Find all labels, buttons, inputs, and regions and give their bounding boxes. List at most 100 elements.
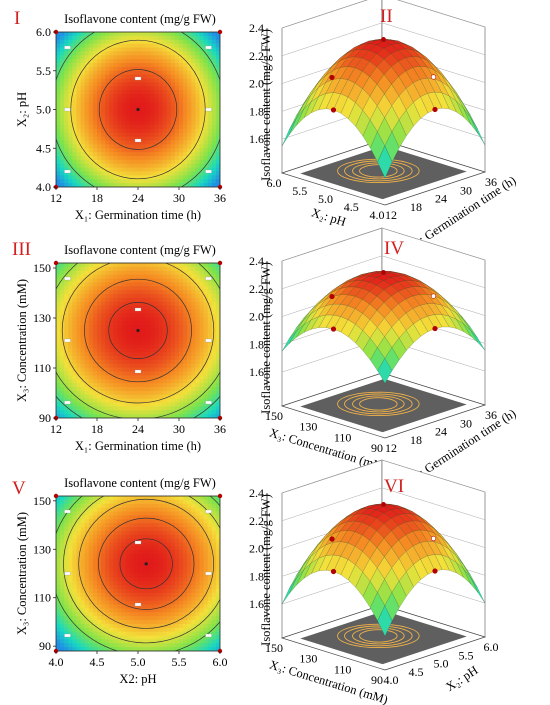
heat-cell: [162, 573, 168, 578]
heat-cell: [191, 623, 196, 629]
heat-cell: [109, 74, 114, 80]
heat-cell: [129, 263, 135, 268]
heat-cell: [121, 313, 127, 318]
heat-cell: [76, 286, 82, 291]
heat-cell: [158, 344, 164, 349]
heat-cell: [68, 152, 73, 157]
heat-cell: [146, 105, 151, 111]
heat-cell: [191, 627, 196, 633]
heat-cell: [191, 573, 196, 578]
heat-cell: [121, 325, 127, 330]
heat-cell: [179, 301, 184, 307]
heat-cell: [101, 569, 106, 575]
heat-cell: [203, 573, 209, 578]
heat-cell: [211, 402, 217, 407]
heat-cell: [203, 359, 209, 365]
heat-cell: [203, 59, 209, 64]
heat-cell: [179, 313, 184, 318]
heat-cell: [179, 136, 184, 142]
heat-cell: [150, 561, 155, 567]
heat-cell: [125, 309, 131, 314]
heat-cell: [174, 159, 180, 165]
heat-cell: [97, 183, 102, 187]
heat-cell: [183, 620, 188, 625]
heat-cell: [138, 321, 143, 326]
heat-cell: [109, 511, 114, 516]
heat-cell: [211, 148, 217, 153]
heat-cell: [211, 600, 217, 606]
heat-cell: [92, 328, 98, 334]
heat-cell: [150, 43, 155, 49]
heat-cell: [60, 294, 65, 299]
heat-cell: [187, 573, 192, 578]
heat-cell: [125, 321, 131, 326]
heat-cell: [72, 101, 78, 107]
contour-line: [108, 302, 168, 359]
heat-cell: [125, 183, 131, 187]
heat-cell: [154, 109, 160, 114]
heat-cell: [162, 496, 168, 501]
heat-cell: [117, 167, 123, 173]
heat-cell: [88, 581, 94, 586]
heat-cell: [142, 523, 147, 528]
heat-cell: [101, 43, 106, 49]
heat-cell: [166, 121, 172, 126]
heat-cell: [109, 596, 114, 602]
heat-cell: [179, 117, 184, 122]
heat-cell: [138, 546, 143, 551]
heat-cell: [154, 274, 160, 280]
heat-cell: [68, 274, 73, 280]
heat-cell: [64, 78, 69, 83]
heat-cell: [138, 90, 143, 95]
heat-cell: [109, 569, 114, 575]
heat-cell: [199, 554, 205, 559]
heat-cell: [105, 371, 110, 376]
heat-cell: [76, 647, 82, 651]
heat-cell: [117, 47, 123, 52]
heat-cell: [117, 183, 123, 187]
heat-cell: [76, 294, 82, 299]
heat-cell: [76, 317, 82, 322]
heat-cell: [150, 371, 155, 376]
heat-cell: [133, 546, 139, 551]
heat-cell: [203, 596, 209, 602]
heat-cell: [101, 74, 106, 80]
heat-cell: [162, 266, 168, 272]
heat-cell: [101, 109, 106, 114]
heat-cell: [80, 573, 86, 578]
heat-cell: [113, 179, 119, 184]
heat-cell: [170, 375, 176, 380]
heat-cell: [195, 63, 201, 68]
heat-cell: [138, 317, 143, 322]
heat-cell: [154, 534, 160, 540]
contour-lines-III: [56, 263, 220, 418]
heat-cell: [76, 596, 82, 602]
heat-cell: [142, 47, 147, 52]
heat-cell: [207, 325, 213, 330]
heat-cell: [56, 600, 61, 606]
heat-cell: [154, 152, 160, 157]
heat-cell: [129, 363, 135, 369]
heat-cell: [80, 406, 86, 411]
heat-cell: [60, 577, 65, 582]
heat-cell: [129, 635, 135, 640]
heat-cell: [88, 317, 94, 322]
heat-cell: [170, 317, 176, 322]
heat-cell: [125, 639, 131, 644]
heat-cell: [142, 282, 147, 287]
heat-cell: [183, 105, 188, 111]
heat-cell: [109, 356, 114, 361]
heat-cell: [105, 390, 110, 396]
heat-cell: [72, 406, 78, 411]
heat-cell: [183, 152, 188, 157]
heat-cell: [138, 527, 143, 532]
heat-cell: [101, 97, 106, 103]
heat-cell: [68, 136, 73, 142]
heat-cell: [88, 113, 94, 118]
heat-cell: [191, 348, 196, 353]
heat-cell: [92, 379, 98, 384]
heat-cell: [56, 121, 61, 126]
heat-cell: [142, 344, 147, 349]
heat-cell: [179, 565, 184, 571]
